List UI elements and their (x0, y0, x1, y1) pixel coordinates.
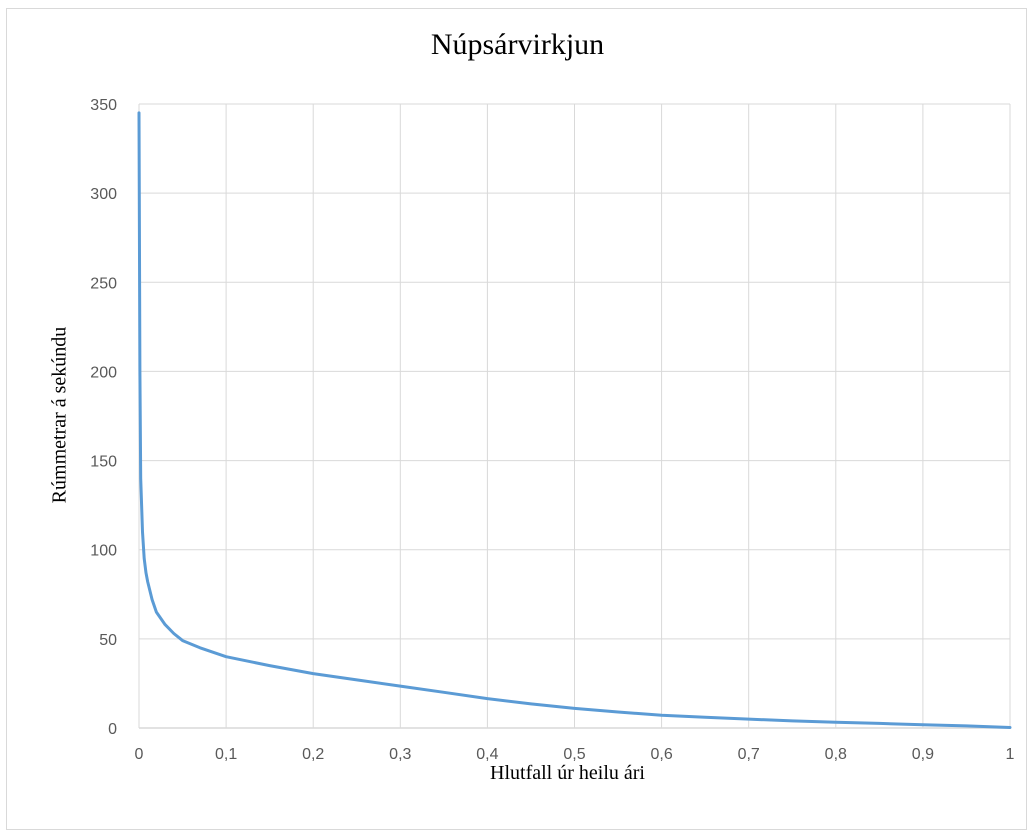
x-tick-label: 1 (1006, 746, 1015, 763)
x-tick-label: 0,1 (215, 746, 237, 763)
chart-series (137, 111, 1012, 729)
chart-grid (138, 103, 1011, 729)
x-tick-label: 0,6 (650, 746, 672, 763)
y-tick-label: 0 (108, 721, 117, 738)
x-axis-label: Hlutfall úr heilu ári (490, 762, 645, 784)
y-tick-label: 50 (99, 632, 117, 649)
x-tick-label: 0,4 (476, 746, 498, 763)
x-axis-ticks: 0 0,1 0,2 0,3 0,4 0,5 0,6 0,7 0,8 0,9 1 (135, 746, 1015, 763)
y-tick-label: 200 (90, 364, 117, 381)
x-tick-label: 0,5 (563, 746, 585, 763)
chart-frame (6, 8, 1027, 830)
y-tick-label: 350 (90, 97, 117, 114)
chart-title: Núpsárvirkjun (430, 28, 605, 61)
y-tick-label: 250 (90, 275, 117, 292)
y-axis-label: Rúmmetrar á sekúndu (48, 326, 71, 504)
x-tick-label: 0,2 (302, 746, 324, 763)
x-tick-label: 0,7 (738, 746, 760, 763)
x-tick-label: 0,9 (912, 746, 934, 763)
y-tick-label: 150 (90, 454, 117, 471)
y-tick-label: 100 (90, 543, 117, 560)
y-axis-ticks: 0 50 100 150 200 250 300 350 (90, 97, 117, 738)
x-tick-label: 0,3 (389, 746, 411, 763)
y-tick-label: 300 (90, 186, 117, 203)
x-tick-label: 0 (135, 746, 144, 763)
series-line (137, 111, 1012, 729)
x-tick-label: 0,8 (825, 746, 847, 763)
